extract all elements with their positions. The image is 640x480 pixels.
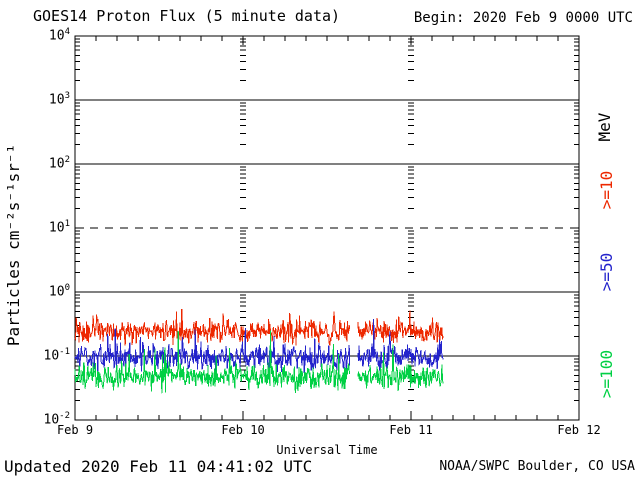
x-tick-label-feb-11: Feb 11 [389,423,433,437]
series-ge50-line [357,318,444,372]
chart-title: GOES14 Proton Flux (5 minute data) [33,7,341,25]
y-tick-label-1e-2: 10-2 [43,411,71,428]
y-tick-label-1e3: 103 [48,91,70,108]
x-tick-label-feb-9: Feb 9 [56,423,94,437]
y-tick-label-1e1: 101 [48,219,70,236]
series-ge50-line [74,327,351,374]
y-tick-label-1e0: 100 [48,283,70,300]
updated-timestamp: Updated 2020 Feb 11 04:41:02 UTC [4,457,313,476]
series-ge100-line [74,330,351,394]
series-ge100-line [357,344,444,392]
x-tick-label-feb-12: Feb 12 [557,423,601,437]
x-tick-label-feb-10: Feb 10 [221,423,265,437]
x-axis-label: Universal Time [276,443,378,457]
series-ge10-line [357,310,444,344]
source-attribution: NOAA/SWPC Boulder, CO USA [439,459,635,474]
y-tick-label-1e2: 102 [48,155,70,172]
y-tick-label-1e4: 104 [48,27,70,44]
y-tick-label-1e-1: 10-1 [43,347,71,364]
series-ge10-line [74,309,351,346]
begin-timestamp: Begin: 2020 Feb 9 0000 UTC [413,10,633,26]
